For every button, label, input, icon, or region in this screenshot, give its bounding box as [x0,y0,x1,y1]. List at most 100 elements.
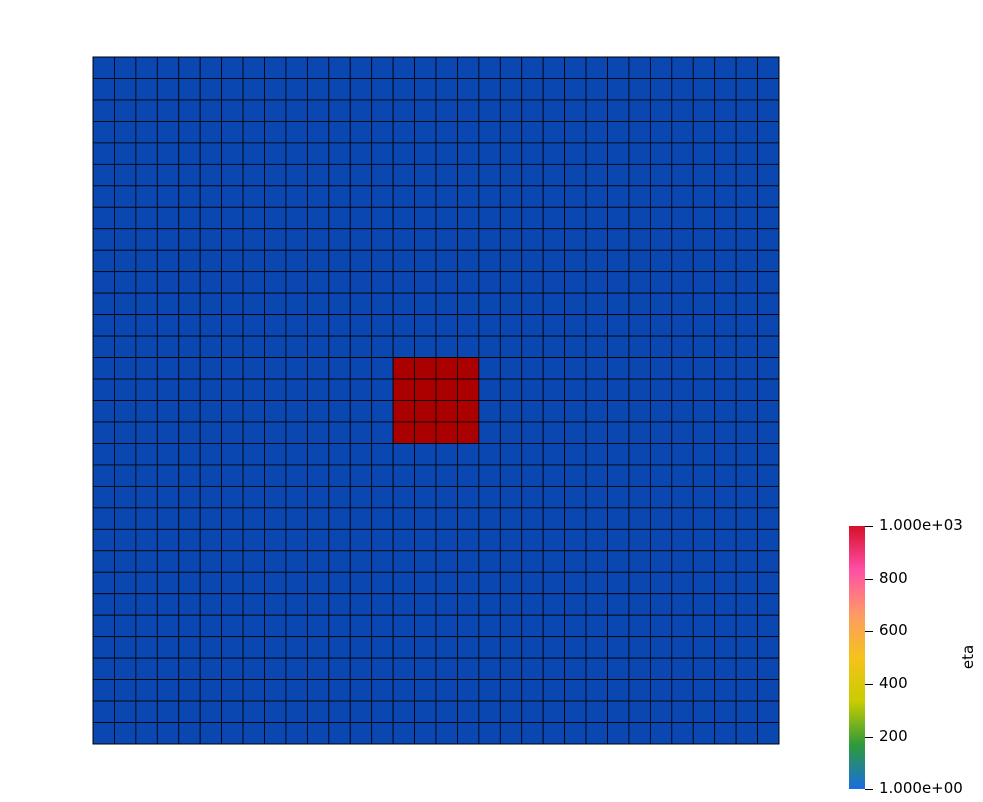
heatmap-cell [628,700,651,723]
heatmap-cell [714,163,737,187]
heatmap-cell [671,679,694,702]
heatmap-cell [757,421,780,444]
heatmap-cell [692,485,716,509]
heatmap-cell [692,292,716,316]
heatmap-cell [306,443,330,466]
heatmap-cell [199,378,223,401]
heatmap-cell [628,185,651,208]
heatmap-cell [135,335,158,358]
heatmap-cell [628,550,651,573]
heatmap-cell [692,614,716,638]
heatmap-cell [306,78,330,101]
heatmap-cell [135,421,158,444]
heatmap-cell [135,378,158,401]
heatmap-cell [692,464,716,487]
heatmap-cell [649,400,673,423]
heatmap-cell [628,571,651,595]
heatmap-cell [564,443,587,466]
heatmap-cell [499,614,523,638]
heatmap-cell [264,335,287,358]
heatmap-cell [135,249,158,273]
heatmap-cell [92,228,115,251]
heatmap-cell [371,464,394,487]
heatmap-cell [199,700,223,723]
heatmap-cell [692,400,716,423]
heatmap-cell [392,142,415,165]
heatmap-cell [242,679,265,702]
heatmap-cell [285,121,308,144]
heatmap-cell [714,485,737,509]
heatmap-cell [757,528,780,552]
heatmap-cell [735,206,758,230]
heatmap-cell [607,679,630,702]
heatmap-cell [478,550,501,573]
heatmap-cell [478,507,501,530]
heatmap-cell [564,163,587,187]
heatmap-cell [478,485,501,509]
heatmap-cell [371,657,394,681]
heatmap-cell [371,421,394,444]
heatmap-cell [178,99,201,122]
heatmap-cell [414,657,437,681]
heatmap-cell [135,443,158,466]
heatmap-cell [628,464,651,487]
heatmap-cell [499,292,523,316]
heatmap-cell [242,99,265,122]
heatmap-cell [92,657,115,681]
heatmap-cell [521,357,544,380]
heatmap-cell [199,464,223,487]
heatmap-cell [199,78,223,101]
heatmap-cell [414,722,437,745]
heatmap-cell [178,228,201,251]
heatmap-cell [457,121,480,144]
heatmap-cell [628,271,651,294]
heatmap-cell [221,335,244,358]
heatmap-cell [285,99,308,122]
heatmap-cell [242,292,265,316]
heatmap-cell [542,722,566,745]
heatmap-cell [114,657,137,681]
heatmap-cell [478,228,501,251]
heatmap-cell [607,271,630,294]
heatmap-cell [478,99,501,122]
heatmap-cell [114,507,137,530]
heatmap-cell [221,485,244,509]
heatmap-cell [435,206,458,230]
heatmap-cell [585,357,608,380]
heatmap-cell [306,335,330,358]
heatmap-cell [199,485,223,509]
heatmap-cell [328,700,351,723]
heatmap-cell [114,700,137,723]
heatmap-cell [542,56,566,79]
heatmap-cell [564,228,587,251]
heatmap-cell [521,507,544,530]
heatmap-cell [178,249,201,273]
colorbar-gradient [849,526,865,789]
heatmap-cell [328,679,351,702]
heatmap-cell [306,292,330,316]
heatmap-cell [221,314,244,337]
heatmap-cell [221,443,244,466]
heatmap-cell [649,657,673,681]
heatmap-cell [521,271,544,294]
heatmap-cell [607,443,630,466]
heatmap-cell [285,636,308,659]
heatmap-cell [156,593,180,616]
heatmap-cell [414,593,437,616]
heatmap-cell [135,507,158,530]
heatmap-cell [542,700,566,723]
heatmap-cell [714,292,737,316]
heatmap-cell [649,528,673,552]
heatmap-cell [607,657,630,681]
heatmap-cell [349,163,373,187]
heatmap-cell [585,56,608,79]
heatmap-cell [349,314,373,337]
heatmap-cell [649,271,673,294]
heatmap-cell [757,335,780,358]
heatmap-cell [349,700,373,723]
heatmap-cell [264,357,287,380]
heatmap-cell [114,185,137,208]
heatmap-cell [757,571,780,595]
heatmap-cell [221,400,244,423]
heatmap-cell [457,636,480,659]
